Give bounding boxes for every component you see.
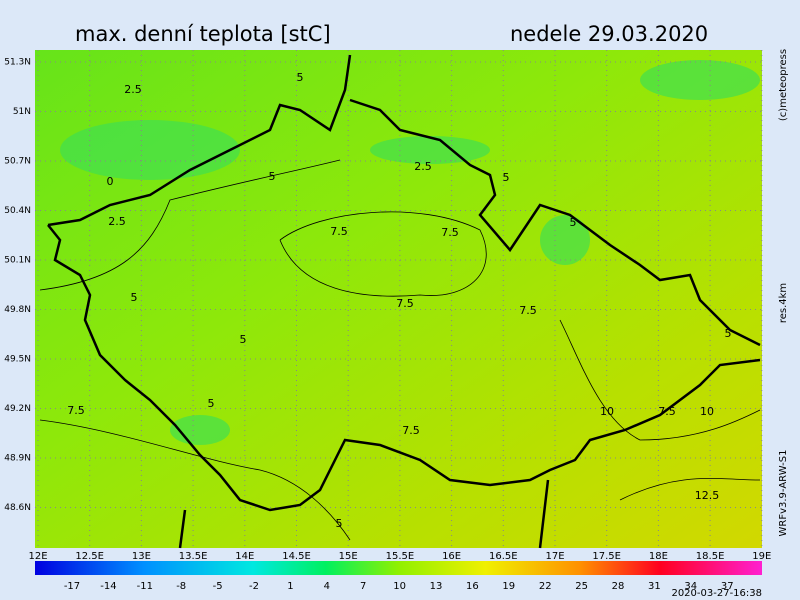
colorbar-label: 31 <box>648 581 661 592</box>
colorbar-label: 4 <box>324 581 330 592</box>
contour-label: 7.5 <box>519 304 537 317</box>
contour-label: 7.5 <box>658 405 676 418</box>
colorbar-label: -17 <box>64 581 80 592</box>
lon-label: 18.5E <box>696 551 725 562</box>
lon-label: 13E <box>132 551 151 562</box>
contour-label: 7.5 <box>330 225 348 238</box>
colorbar-label: -11 <box>137 581 153 592</box>
contour-label: 12.5 <box>695 489 720 502</box>
contour-label: 2.5 <box>108 215 126 228</box>
grid <box>35 50 763 548</box>
lon-label: 12E <box>28 551 47 562</box>
colorbar <box>35 561 762 575</box>
colorbar-label: -5 <box>213 581 223 592</box>
colorbar-label: 19 <box>502 581 515 592</box>
colorbar-label: 22 <box>539 581 552 592</box>
contour-label: 7.5 <box>67 404 85 417</box>
lon-label: 19E <box>752 551 771 562</box>
colorbar-label: 1 <box>287 581 293 592</box>
lat-label: 48.9N <box>4 454 31 464</box>
colorbar-label: 16 <box>466 581 479 592</box>
colorbar-label: 10 <box>393 581 406 592</box>
colorbar-label: 28 <box>612 581 625 592</box>
contour-label: 7.5 <box>396 297 414 310</box>
lon-label: 18E <box>649 551 668 562</box>
contour-label: 5 <box>297 71 304 84</box>
contour-label: 5 <box>503 171 510 184</box>
contour-label: 5 <box>269 170 276 183</box>
date: nedele 29.03.2020 <box>510 22 708 46</box>
colorbar-label: -8 <box>176 581 186 592</box>
lat-label: 50.1N <box>4 256 31 266</box>
lat-label: 49.5N <box>4 355 31 365</box>
lon-label: 17E <box>545 551 564 562</box>
contour-label: 5 <box>208 397 215 410</box>
lon-label: 16.5E <box>489 551 518 562</box>
contour-label: 10 <box>600 405 614 418</box>
lon-label: 15E <box>339 551 358 562</box>
colorbar-label: 7 <box>360 581 366 592</box>
contour-label: 5 <box>570 216 577 229</box>
contour-label: 7.5 <box>402 424 420 437</box>
lat-label: 49.2N <box>4 404 31 414</box>
lat-label: 51.3N <box>4 58 31 68</box>
lon-label: 16E <box>442 551 461 562</box>
contour-label: 5 <box>725 327 732 340</box>
border <box>47 54 761 549</box>
lon-label: 13.5E <box>179 551 208 562</box>
contour-label: 2.5 <box>124 83 142 96</box>
lat-label: 50.4N <box>4 206 31 216</box>
lat-label: 49.8N <box>4 305 31 315</box>
timestamp: 2020-03-27-16:38 <box>671 588 762 599</box>
lon-label: 14.5E <box>282 551 311 562</box>
lon-label: 12.5E <box>75 551 104 562</box>
lat-label: 48.6N <box>4 503 31 513</box>
lat-label: 50.7N <box>4 157 31 167</box>
colorbar-label: 25 <box>575 581 588 592</box>
colorbar-label: -14 <box>100 581 116 592</box>
contour-label: 10 <box>700 405 714 418</box>
contours <box>39 159 761 541</box>
contour-label: 2.5 <box>414 160 432 173</box>
colorbar-label: -2 <box>249 581 259 592</box>
copyright: (c)meteopress <box>778 49 789 121</box>
lat-label: 51N <box>13 107 31 117</box>
contour-label: 5 <box>336 517 343 530</box>
colorbar-label: 37 <box>721 581 734 592</box>
lon-label: 17.5E <box>592 551 621 562</box>
colorbar-label: 13 <box>430 581 443 592</box>
cool-areas <box>60 60 760 445</box>
contour-label: 7.5 <box>441 226 459 239</box>
resolution: res.4km <box>778 283 789 323</box>
map-title: max. denní teplota [stC] <box>75 22 331 46</box>
colorbar-label: 34 <box>684 581 697 592</box>
lon-label: 14E <box>235 551 254 562</box>
lon-label: 15.5E <box>386 551 415 562</box>
contour-label: 5 <box>131 291 138 304</box>
contour-label: 5 <box>240 333 247 346</box>
model: WRFv3.9-ARW-S1 <box>778 450 789 537</box>
contour-label: 0 <box>107 175 114 188</box>
